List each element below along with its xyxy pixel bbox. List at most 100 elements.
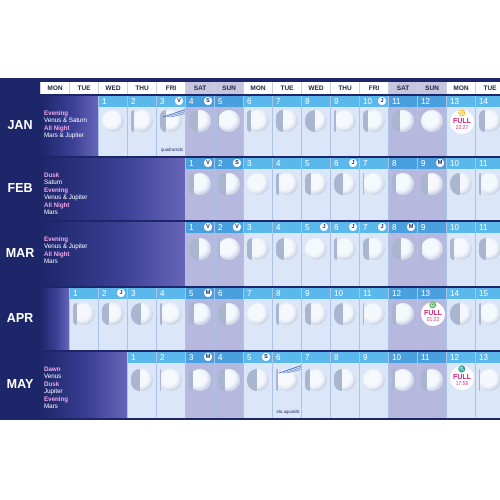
day-number: 8 <box>273 288 301 299</box>
day-number: 15 <box>476 288 500 299</box>
moon-phase-icon <box>160 303 182 325</box>
visibility-line: Venus & Jupiter <box>44 243 88 251</box>
day-number: 12 <box>447 352 475 363</box>
moon-phase-icon <box>102 303 124 325</box>
moon-phase-icon <box>479 110 500 132</box>
day-cell: 11 <box>359 288 388 350</box>
visibility-line: All Night <box>44 250 70 258</box>
moon-phase-icon <box>421 173 443 195</box>
moon-phase-icon <box>218 110 240 132</box>
day-cell: 14 <box>446 288 475 350</box>
day-number: 6 <box>273 352 301 363</box>
day-cell: 12 <box>388 288 417 350</box>
moon-phase-icon <box>392 110 414 132</box>
visibility-line: Evening <box>44 236 69 243</box>
planet-symbol-icon: V <box>204 223 212 231</box>
planet-symbol-icon: J <box>378 223 386 231</box>
day-number: 7 <box>244 288 272 299</box>
day-cell: 11 <box>475 222 500 286</box>
planet-symbol-icon: S <box>233 159 241 167</box>
planet-symbol-icon: J <box>349 159 357 167</box>
day-cell: 7 <box>301 352 330 418</box>
day-number: 10 J <box>360 96 388 107</box>
moon-phase-icon <box>363 173 385 195</box>
planet-symbol-icon: M <box>407 223 415 231</box>
day-number: 10 <box>447 222 475 233</box>
day-number: 8 <box>389 158 417 169</box>
day-cell: 11 <box>417 352 446 418</box>
weekday-header: MON <box>446 82 475 95</box>
moon-phase-icon <box>247 303 269 325</box>
visibility-line: Venus & Saturn <box>44 117 87 125</box>
planet-symbol-icon: V <box>204 159 212 167</box>
day-cell: 7 <box>272 96 301 156</box>
day-number: 9 <box>331 96 359 107</box>
visibility-line: All Night <box>44 124 70 132</box>
month-label: MAR <box>5 246 35 260</box>
moon-phase-icon <box>73 303 95 325</box>
visibility-line: Dusk <box>44 380 60 388</box>
day-cell: 4 <box>156 288 185 350</box>
day-cell: 4 <box>214 352 243 418</box>
day-cell: 10 <box>446 158 475 220</box>
day-cell: 8 <box>272 288 301 350</box>
meteor-shower-label: eta aquarids <box>276 409 300 414</box>
visibility-line: Venus <box>44 373 62 381</box>
moon-phase-icon <box>363 110 385 132</box>
weekday-header: FRI <box>359 82 388 95</box>
day-number: 6 <box>244 96 272 107</box>
day-cell: 3 <box>243 222 272 286</box>
moon-phase-icon <box>189 238 211 260</box>
visibility-line: Dawn <box>44 366 61 373</box>
moon-phase-icon <box>363 238 385 260</box>
visibility-line: Mars <box>44 403 58 411</box>
day-cell: 10 <box>388 352 417 418</box>
day-cell: 9 <box>330 96 359 156</box>
moon-phase-icon <box>421 238 443 260</box>
full-moon-badge: ♋ FULL 22:27 <box>450 110 474 134</box>
weekday-header: SUN <box>417 82 446 95</box>
day-cell: 6 <box>214 288 243 350</box>
day-number: 13 <box>418 288 446 299</box>
moon-phase-icon <box>247 110 269 132</box>
moon-phase-icon <box>479 238 500 260</box>
day-cell: 5 <box>301 158 330 220</box>
planet-visibility: Evening Venus & Saturn All Night Mars & Jup… <box>44 110 87 140</box>
day-number: 4 <box>215 352 243 363</box>
weekday-header: SUN <box>214 82 243 95</box>
weekday-header: TUE <box>475 82 500 95</box>
moon-phase-icon <box>479 173 500 195</box>
moon-phase-icon <box>131 369 153 391</box>
day-cell: 1 <box>127 352 156 418</box>
row-divider <box>0 94 500 96</box>
day-number: 12 <box>389 288 417 299</box>
planet-symbol-icon: S <box>262 353 270 361</box>
row-divider <box>0 286 500 288</box>
moon-phase-icon <box>363 303 385 325</box>
weekday-header: TUE <box>272 82 301 95</box>
day-number: 14 <box>447 288 475 299</box>
day-number: 10 <box>331 288 359 299</box>
day-number: 10 <box>447 158 475 169</box>
moon-phase-icon <box>276 110 298 132</box>
day-cell: 14 <box>475 96 500 156</box>
full-moon-label: FULL <box>453 374 471 381</box>
planet-symbol-icon: M <box>204 289 212 297</box>
day-number: 3 <box>244 158 272 169</box>
day-cell: 15 <box>475 288 500 350</box>
visibility-line: Evening <box>44 186 69 194</box>
day-cell: 11 <box>475 158 500 220</box>
moon-phase-icon <box>450 173 472 195</box>
day-cell: 3 <box>127 288 156 350</box>
